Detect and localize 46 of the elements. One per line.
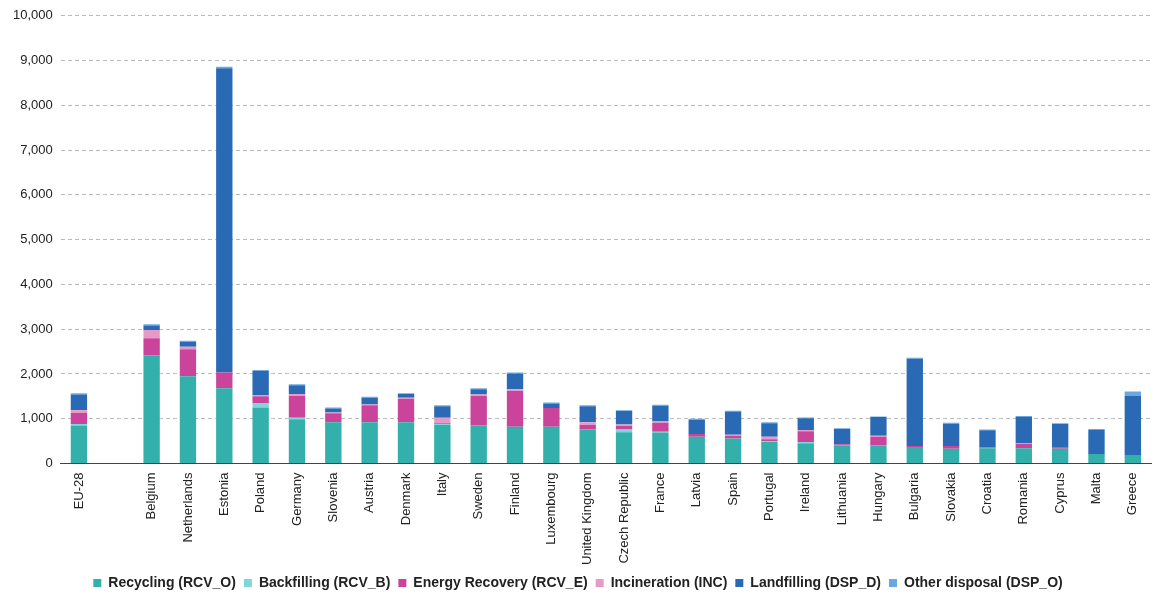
x-tick-label: Luxembourg (542, 472, 558, 545)
x-tick-label: Belgium (143, 472, 159, 520)
legend-label: Energy Recovery (RCV_E) (413, 573, 588, 590)
x-tick-label: Czech Republic (615, 472, 631, 564)
y-tick-label: 9,000 (20, 52, 53, 68)
x-tick-label: Estonia (215, 471, 231, 516)
y-tick-label: 5,000 (20, 231, 53, 247)
x-tick-label: France (651, 472, 667, 513)
y-tick-label: 10,000 (13, 7, 53, 23)
y-tick-label: 4,000 (20, 276, 53, 291)
x-tick-label: Latvia (688, 471, 704, 508)
x-tick-label: Slovenia (324, 471, 340, 523)
x-tick-label: Cyprus (1051, 472, 1067, 514)
legend-label: Incineration (INC) (610, 573, 728, 590)
x-tick-label: Denmark (397, 472, 413, 526)
x-tick-label: Slovakia (942, 471, 958, 522)
y-tick-label: 2,000 (20, 365, 53, 381)
y-tick-label: 1,000 (20, 410, 53, 426)
x-tick-label: Malta (1088, 471, 1104, 505)
x-tick-label: Sweden (470, 472, 486, 520)
x-tick-label: Lithuania (833, 471, 849, 526)
y-tick-label: 8,000 (20, 96, 53, 112)
legend-label: Recycling (RCV_O) (108, 573, 236, 590)
legend-label: Backfilling (RCV_B) (258, 573, 391, 590)
x-tick-label: Finland (506, 472, 522, 516)
x-tick-label: Hungary (870, 472, 886, 522)
x-tick-label: Romania (1015, 471, 1031, 525)
y-tick-label: 0 (45, 455, 53, 471)
x-tick-label: Germany (288, 472, 304, 526)
x-tick-label: Croatia (979, 471, 995, 515)
x-tick-label: United Kingdom (579, 472, 595, 565)
legend-label: Landfilling (DSP_D) (750, 573, 881, 590)
x-tick-label: Austria (361, 471, 377, 513)
y-tick-label: 7,000 (20, 141, 53, 157)
x-tick-label: Italy (433, 472, 449, 497)
x-tick-label: Netherlands (179, 472, 195, 543)
legend-label: Other disposal (DSP_O) (903, 573, 1063, 590)
y-tick-label: 3,000 (20, 320, 53, 336)
x-tick-label: Portugal (760, 472, 776, 521)
y-tick-label: 6,000 (20, 186, 53, 202)
x-tick-label: Spain (724, 472, 740, 506)
x-tick-label: Bulgaria (906, 471, 922, 521)
x-tick-label: Greece (1124, 472, 1140, 516)
x-tick-label: Poland (252, 472, 268, 513)
x-tick-label: EU-28 (70, 472, 86, 510)
x-tick-label: Ireland (797, 472, 813, 513)
